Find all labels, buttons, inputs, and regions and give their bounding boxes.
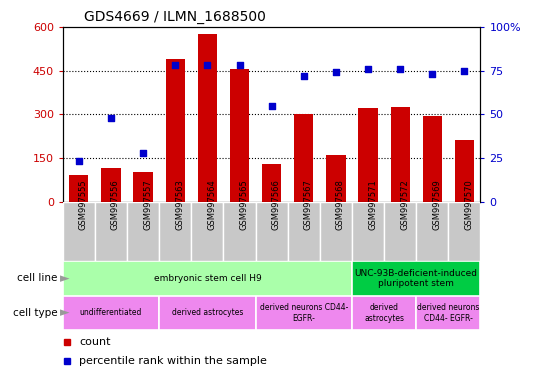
Bar: [327, 155, 346, 202]
Point: [268, 103, 276, 109]
Bar: [352, 202, 384, 261]
Bar: [352, 261, 480, 296]
Bar: [230, 69, 249, 202]
Bar: [63, 296, 159, 330]
Bar: [69, 175, 88, 202]
Text: undifferentiated: undifferentiated: [80, 308, 142, 318]
Text: GSM997571: GSM997571: [368, 179, 377, 230]
Text: percentile rank within the sample: percentile rank within the sample: [80, 356, 268, 366]
Text: ►: ►: [60, 306, 70, 319]
Text: cell type: cell type: [13, 308, 57, 318]
Text: GSM997557: GSM997557: [143, 179, 152, 230]
Bar: [191, 202, 223, 261]
Bar: [358, 108, 378, 202]
Bar: [95, 202, 127, 261]
Point: [396, 66, 405, 72]
Text: cell line: cell line: [17, 273, 57, 283]
Point: [106, 115, 115, 121]
Bar: [455, 141, 474, 202]
Bar: [159, 296, 256, 330]
Bar: [63, 202, 95, 261]
Text: GSM997556: GSM997556: [111, 179, 120, 230]
Text: ►: ►: [60, 272, 70, 285]
Bar: [320, 202, 352, 261]
Point: [235, 62, 244, 68]
Text: UNC-93B-deficient-induced
pluripotent stem: UNC-93B-deficient-induced pluripotent st…: [355, 269, 478, 288]
Text: GDS4669 / ILMN_1688500: GDS4669 / ILMN_1688500: [84, 10, 265, 25]
Bar: [390, 107, 410, 202]
Text: derived astrocytes: derived astrocytes: [171, 308, 243, 318]
Bar: [127, 202, 159, 261]
Bar: [256, 202, 288, 261]
Text: GSM997569: GSM997569: [432, 179, 441, 230]
Bar: [352, 296, 416, 330]
Point: [428, 71, 437, 77]
Point: [171, 62, 180, 68]
Bar: [102, 168, 121, 202]
Point: [460, 68, 469, 74]
Bar: [63, 261, 352, 296]
Text: derived
astrocytes: derived astrocytes: [364, 303, 404, 323]
Bar: [384, 202, 416, 261]
Point: [139, 150, 147, 156]
Bar: [198, 34, 217, 202]
Bar: [159, 202, 191, 261]
Text: GSM997567: GSM997567: [304, 179, 313, 230]
Text: GSM997564: GSM997564: [207, 179, 216, 230]
Text: GSM997555: GSM997555: [79, 179, 88, 230]
Point: [74, 158, 83, 164]
Text: derived neurons CD44-
EGFR-: derived neurons CD44- EGFR-: [259, 303, 348, 323]
Text: count: count: [80, 337, 111, 347]
Text: GSM997572: GSM997572: [400, 179, 409, 230]
Text: GSM997566: GSM997566: [272, 179, 281, 230]
Text: derived neurons
CD44- EGFR-: derived neurons CD44- EGFR-: [417, 303, 479, 323]
Text: GSM997568: GSM997568: [336, 179, 345, 230]
Text: GSM997565: GSM997565: [240, 179, 248, 230]
Bar: [423, 116, 442, 202]
Bar: [288, 202, 320, 261]
Point: [331, 69, 340, 75]
Bar: [416, 202, 448, 261]
Bar: [256, 296, 352, 330]
Bar: [165, 59, 185, 202]
Bar: [133, 172, 153, 202]
Bar: [294, 114, 313, 202]
Bar: [223, 202, 256, 261]
Point: [364, 66, 372, 72]
Text: embryonic stem cell H9: embryonic stem cell H9: [153, 274, 261, 283]
Point: [203, 62, 212, 68]
Bar: [416, 296, 480, 330]
Point: [299, 73, 308, 79]
Bar: [448, 202, 480, 261]
Bar: [262, 164, 281, 202]
Text: GSM997563: GSM997563: [175, 179, 184, 230]
Text: GSM997570: GSM997570: [465, 179, 473, 230]
